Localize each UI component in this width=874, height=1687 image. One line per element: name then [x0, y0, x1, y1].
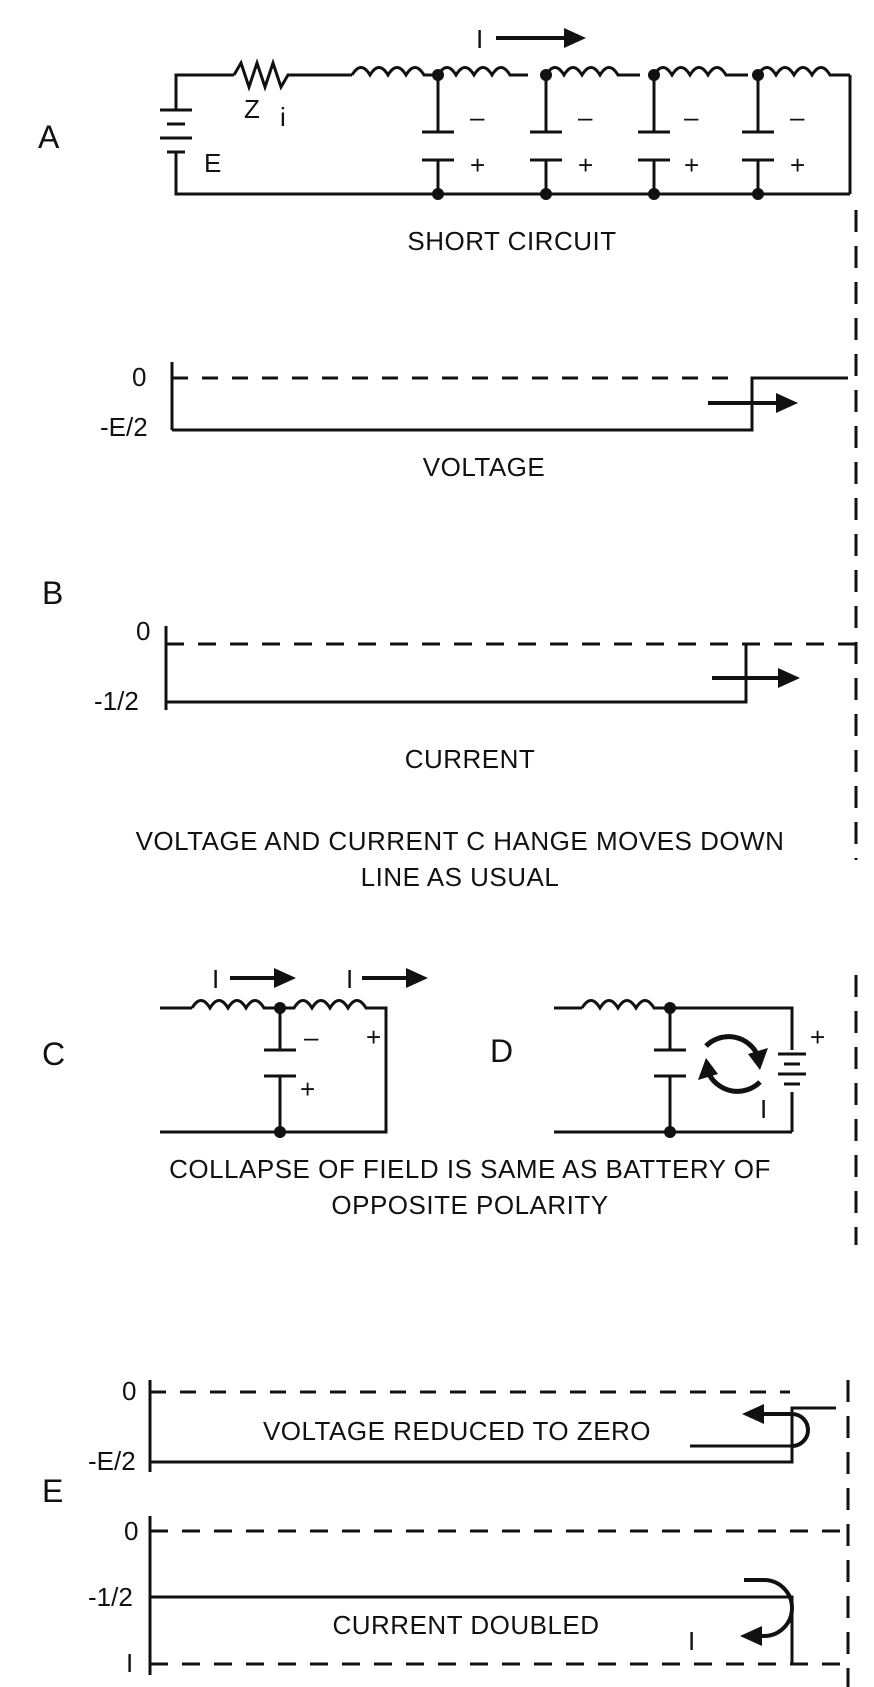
impedance-label: Z [244, 94, 260, 124]
panel-c-current-label-1: I [212, 964, 219, 994]
panel-c-plus-mark-top: + [366, 1022, 381, 1052]
panel-d-current-label: I [760, 1094, 767, 1124]
voltage-reflection-arrow [742, 1404, 764, 1424]
svg-text:+: + [470, 150, 485, 180]
current-level-label: -1/2 [94, 686, 139, 716]
dashed-boundary-line [846, 210, 858, 1687]
note-cd-line-1: COLLAPSE OF FIELD IS SAME AS BATTERY OF [169, 1154, 771, 1184]
voltage-waveform [170, 362, 848, 432]
svg-text:–: – [578, 102, 593, 132]
short-circuit-caption: SHORT CIRCUIT [407, 226, 616, 256]
note-b-line-2: LINE AS USUAL [361, 862, 560, 892]
current-wavefront-arrow [778, 668, 800, 688]
panel-e-voltage-level-label: -E/2 [88, 1446, 136, 1476]
panel-e-current-bottom-label: I [126, 1648, 133, 1678]
panel-d-plus-mark: + [810, 1022, 825, 1052]
section-label-c: C [42, 1036, 65, 1072]
section-label-d: D [490, 1033, 513, 1069]
voltage-caption: VOLTAGE [423, 452, 545, 482]
panel-e-current-level-label: -1/2 [88, 1582, 133, 1612]
svg-text:–: – [790, 102, 805, 132]
impedance-subscript: i [280, 102, 286, 132]
svg-text:+: + [578, 150, 593, 180]
svg-text:+: + [790, 150, 805, 180]
current-waveform [164, 626, 860, 710]
voltage-level-label: -E/2 [100, 412, 148, 442]
note-cd-line-2: OPPOSITE POLARITY [331, 1190, 608, 1220]
section-label-e: E [42, 1473, 63, 1509]
section-label-a: A [38, 119, 60, 155]
svg-text:+: + [684, 150, 699, 180]
panel-d-circuit [554, 999, 806, 1134]
panel-c-current-label-2: I [346, 964, 353, 994]
panel-a-circuit [160, 58, 852, 196]
panel-d-junction-dots [664, 1002, 676, 1138]
battery-label: E [204, 148, 221, 178]
panel-e-voltage-waveform [148, 1380, 836, 1472]
voltage-wavefront-arrow [776, 393, 798, 413]
note-b-line-1: VOLTAGE AND CURRENT C HANGE MOVES DOWN [136, 826, 785, 856]
panel-e-voltage-zero-label: 0 [122, 1376, 136, 1406]
panel-e-current-zero-label: 0 [124, 1516, 138, 1546]
panel-e-marker-label: I [688, 1626, 695, 1656]
panel-c-minus-mark: – [304, 1022, 319, 1052]
svg-text:–: – [684, 102, 699, 132]
panel-c-junction-dots [274, 1002, 286, 1138]
panel-a-junction-dots [432, 69, 764, 200]
panel-a-current-arrow [496, 28, 586, 48]
panel-c-current-arrows [230, 968, 428, 988]
panel-e-current-waveform [148, 1516, 848, 1675]
panel-d-circulating-arrows [698, 1034, 768, 1094]
svg-text:–: – [470, 102, 485, 132]
panel-c-circuit [160, 999, 388, 1134]
current-caption: CURRENT [405, 744, 536, 774]
panel-a-polarity-marks: – – – – + + + + [470, 102, 805, 180]
current-zero-label: 0 [136, 616, 150, 646]
current-reflection-arrow [740, 1626, 762, 1646]
voltage-reduced-caption: VOLTAGE REDUCED TO ZERO [263, 1416, 651, 1446]
panel-c-plus-mark-bottom: + [300, 1074, 315, 1104]
panel-a-current-label: I [476, 24, 483, 54]
section-label-b: B [42, 575, 63, 611]
voltage-zero-label: 0 [132, 362, 146, 392]
current-doubled-caption: CURRENT DOUBLED [332, 1610, 599, 1640]
